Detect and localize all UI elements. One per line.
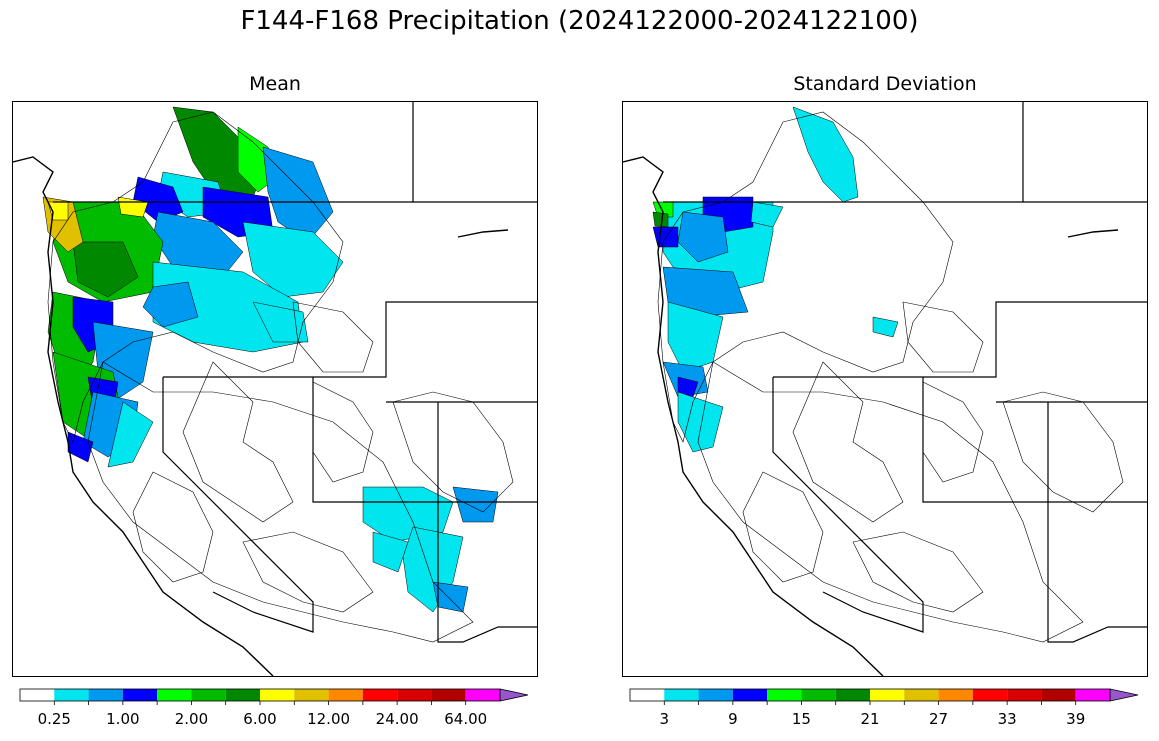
colorbar-tick-label: 24.00 (375, 710, 419, 728)
colorbar-swatch (54, 689, 89, 701)
precip-region (792, 106, 859, 203)
colorbar-tick-label: 6.00 (243, 710, 277, 728)
colorbar-swatch (904, 689, 939, 701)
colorbar-swatch (938, 689, 973, 701)
precip-region (452, 486, 499, 523)
colorbar-swatch (88, 689, 123, 701)
colorbar-extend-arrow (1109, 688, 1139, 702)
state-boundaries (663, 102, 1147, 643)
colorbar-swatch (294, 689, 329, 701)
std-map (622, 101, 1148, 677)
colorbar-swatch (1007, 689, 1042, 701)
std-colorbar (629, 688, 1140, 705)
precip-region (652, 211, 669, 228)
colorbar-swatch (664, 689, 699, 701)
precip-region (142, 281, 199, 328)
colorbar-extend-arrow (499, 688, 529, 702)
colorbar-swatch (20, 689, 55, 701)
colorbar-tick-label: 3 (659, 710, 670, 728)
coastline (623, 156, 1119, 676)
colorbar-tick-label: 0.25 (37, 710, 71, 728)
precip-region (362, 486, 454, 543)
precip-region (72, 241, 139, 298)
colorbar-tick-label: 39 (1066, 710, 1086, 728)
colorbar-tick-label: 64.00 (444, 710, 488, 728)
colorbar-swatch (801, 689, 836, 701)
colorbar-tick-label: 1.00 (106, 710, 140, 728)
colorbar-tick-label: 9 (728, 710, 738, 728)
mean-map (12, 101, 538, 677)
precip-fill-regions (652, 106, 899, 453)
colorbar-swatch (122, 689, 158, 701)
colorbar-swatch (1041, 689, 1076, 701)
colorbar-swatch (1075, 689, 1110, 701)
state-boundaries (53, 102, 537, 643)
colorbar-tick-label: 12.00 (307, 710, 351, 728)
colorbar-swatch (191, 689, 226, 701)
precip-region (750, 201, 784, 228)
colorbar-swatch (397, 689, 432, 701)
std-map-svg (623, 102, 1147, 676)
colorbar-swatch (870, 689, 905, 701)
colorbar-swatch (225, 689, 260, 701)
colorbar-svg (19, 688, 529, 705)
colorbar-swatch (260, 689, 295, 701)
mean-map-svg (13, 102, 537, 676)
precip-region (662, 266, 749, 318)
precip-region (872, 316, 899, 338)
colorbar-swatch (465, 689, 500, 701)
colorbar-swatch (431, 689, 466, 701)
std-panel-title: Standard Deviation (793, 73, 977, 95)
colorbar-swatch (157, 689, 192, 701)
colorbar-tick-label: 27 (929, 710, 949, 728)
colorbar-tick-label: 21 (860, 710, 880, 728)
colorbar-tick-label: 2.00 (174, 710, 209, 728)
mean-colorbar (19, 688, 530, 705)
precip-region (677, 391, 724, 453)
basin-outlines (47, 111, 514, 643)
colorbar-swatch (767, 689, 802, 701)
colorbar-svg (629, 688, 1139, 705)
colorbar-swatch (362, 689, 398, 701)
colorbar-swatch (328, 689, 363, 701)
precip-region (152, 261, 304, 353)
precip-region (677, 211, 729, 263)
colorbar-tick-label: 33 (997, 710, 1017, 728)
colorbar-swatch (630, 689, 665, 701)
precip-region (107, 401, 154, 468)
colorbar-swatch (835, 689, 870, 701)
coastline (13, 156, 509, 676)
colorbar-tick-label: 15 (791, 710, 811, 728)
mean-panel-title: Mean (249, 73, 301, 95)
precip-region (652, 226, 679, 248)
colorbar-swatch (698, 689, 733, 701)
basin-outlines (657, 111, 1124, 643)
colorbar-swatch (732, 689, 768, 701)
colorbar-swatch (972, 689, 1008, 701)
precip-region (372, 531, 409, 573)
precip-region (242, 221, 344, 298)
figure-title: F144-F168 Precipitation (2024122000-2024… (240, 6, 919, 36)
